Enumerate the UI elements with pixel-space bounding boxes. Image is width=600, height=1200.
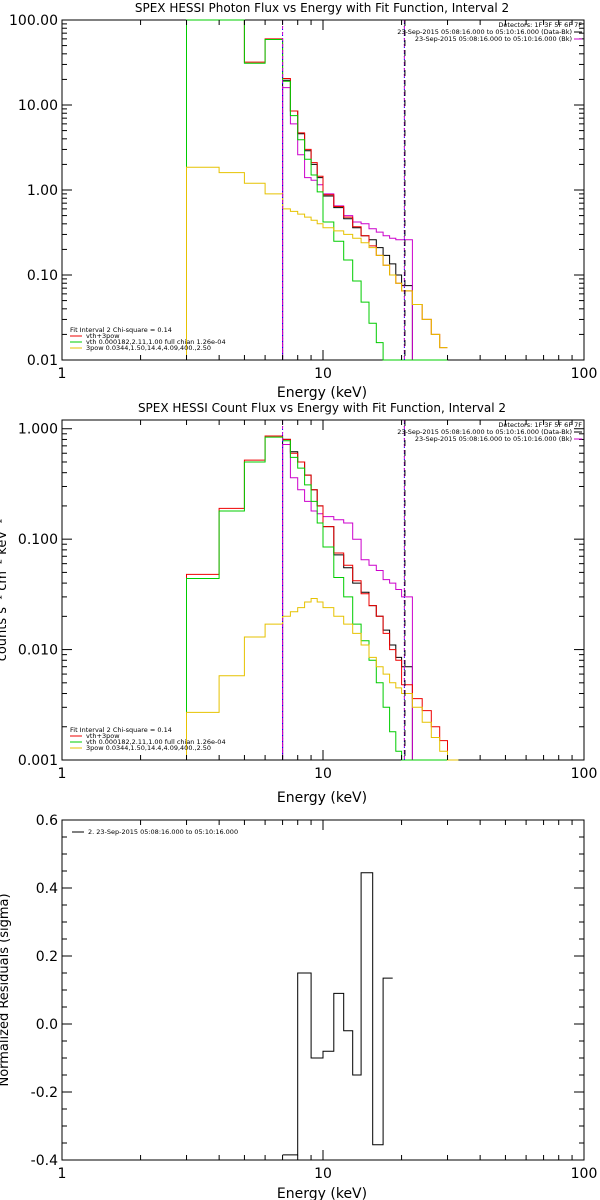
photon-flux-series: [186, 19, 448, 361]
count-flux-axes: 1 10 100 0.001 0.010 0.100 1.000: [18, 420, 597, 782]
residuals-ylabel: Normalized Residuals (sigma): [0, 893, 12, 1086]
residuals-xtick-label: 100: [571, 1166, 598, 1182]
residuals-series: [282, 872, 393, 1156]
residuals-ytick-label: 0.0: [36, 1017, 58, 1033]
photon-flux-ytick-label: 0.10: [27, 268, 58, 284]
count-flux-xtick-label: 100: [571, 766, 598, 782]
photon-flux-series-bk: [282, 87, 413, 360]
residuals-legend-label: 2. 23-Sep-2015 05:08:16.000 to 05:10:16.…: [88, 828, 238, 836]
count-flux-plot-frame: [61, 419, 585, 761]
photon-flux-xtick-label: 100: [571, 366, 598, 382]
residuals-xlabel: Energy (keV): [277, 1186, 367, 1200]
count-flux-legend-header: Fit Interval 2 Chi-square = 0.14: [70, 726, 172, 734]
photon-flux-series-data-bk: [282, 79, 413, 360]
residuals-xtick-label: 10: [314, 1166, 332, 1182]
residuals-ytick-label: 0.4: [36, 881, 58, 897]
photon-flux-series-vth: [186, 19, 448, 361]
photon-flux-legend-label: vth+3pow: [86, 332, 120, 340]
photon-flux-xtick-label: 10: [314, 366, 332, 382]
photon-flux-legend-header: Fit Interval 2 Chi-square = 0.14: [70, 326, 172, 334]
photon-flux-ytick-label: 1.00: [27, 183, 58, 199]
residuals-ytick-label: -0.2: [31, 1085, 58, 1101]
photon-flux-series-3pow: [186, 166, 448, 360]
count-flux-legend-label: vth+3pow: [86, 732, 120, 740]
residuals-ytick-label: 0.6: [36, 813, 58, 829]
count-flux-series-vth-3pow: [186, 435, 459, 761]
count-flux-xtick-label: 10: [314, 766, 332, 782]
count-flux-panel: SPEX HESSI Count Flux vs Energy with Fit…: [0, 401, 597, 806]
photon-flux-xtick-label: 1: [58, 366, 67, 382]
photon-flux-ytick-label: 10.00: [18, 98, 58, 114]
count-flux-series-3pow: [186, 598, 459, 761]
photon-flux-vlines: [282, 20, 406, 360]
photon-flux-annotation-1: 23-Sep-2015 05:08:16.000 to 05:10:16.000…: [397, 28, 572, 36]
photon-flux-ytick-label: 0.01: [27, 353, 58, 369]
residuals-panel: 1 10 100-0.4-0.20.00.20.40.6 Energy (keV) …: [0, 813, 597, 1200]
photon-flux-ytick-label: 100.00: [9, 13, 58, 29]
residuals-xtick-label: 1: [58, 1166, 67, 1182]
photon-flux-legend-label: 3pow 0.0344,1.50,14.4,4.09,400.,2.50: [86, 344, 211, 352]
photon-flux-panel: SPEX HESSI Photon Flux vs Energy with Fi…: [9, 1, 597, 401]
count-flux-ylabel: counts s⁻¹ cm⁻² keV⁻¹: [0, 519, 10, 662]
residuals-ytick-label: -0.4: [31, 1153, 58, 1169]
photon-flux-annotation-2: 23-Sep-2015 05:08:16.000 to 05:10:16.000…: [415, 35, 572, 43]
count-flux-annotation-1: 23-Sep-2015 05:08:16.000 to 05:10:16.000…: [397, 428, 572, 436]
photon-flux-title: SPEX HESSI Photon Flux vs Energy with Fi…: [135, 1, 509, 15]
count-flux-ytick-label: 0.010: [18, 643, 58, 659]
photon-flux-legend-label: vth 0.000182,2.11,1.00 full chian 1.26e-…: [86, 338, 226, 346]
photon-flux-legend: Fit Interval 2 Chi-square = 0.14vth+3pow…: [70, 326, 226, 352]
count-flux-xlabel: Energy (keV): [277, 790, 367, 806]
residuals-ytick-label: 0.2: [36, 949, 58, 965]
photon-flux-annotation-0: Detectors: 1F 3F 5F 6F 7F: [498, 21, 582, 29]
photon-flux-xlabel: Energy (keV): [277, 385, 367, 401]
count-flux-series: [186, 435, 459, 761]
count-flux-annotation-2: 23-Sep-2015 05:08:16.000 to 05:10:16.000…: [415, 435, 572, 443]
count-flux-vlines: [282, 420, 406, 760]
count-flux-ytick-label: 1.000: [18, 422, 58, 438]
count-flux-series-data-bk: [282, 438, 413, 760]
count-flux-legend-label: vth 0.000182,2.11,1.00 full chian 1.26e-…: [86, 738, 226, 746]
residuals-series-2-23-sep-2015-05-08-16-000-to-05-10-16-000: [282, 872, 393, 1156]
count-flux-series-vth: [186, 436, 459, 761]
residuals-axes: 1 10 100 -0.4 -0.2 0.0 0.2 0.4 0.6: [31, 813, 598, 1182]
count-flux-ytick-label: 0.001: [18, 753, 58, 769]
count-flux-ytick-label: 0.100: [18, 532, 58, 548]
count-flux-annotation-0: Detectors: 1F 3F 5F 6F 7F: [498, 421, 582, 429]
count-flux-xtick-label: 1: [58, 766, 67, 782]
residuals-plot-frame: [61, 819, 585, 1161]
residuals-legend: 2. 23-Sep-2015 05:08:16.000 to 05:10:16.…: [72, 828, 238, 836]
photon-flux-axes: 1 10 100 0.01 0.10 1.00 10.00 100.00: [9, 13, 597, 382]
count-flux-legend-label: 3pow 0.0344,1.50,14.4,4.09,400.,2.50: [86, 744, 211, 752]
count-flux-legend: Fit Interval 2 Chi-square = 0.14vth+3pow…: [70, 726, 226, 752]
count-flux-series-bk: [282, 444, 413, 760]
count-flux-title: SPEX HESSI Count Flux vs Energy with Fit…: [138, 401, 506, 415]
